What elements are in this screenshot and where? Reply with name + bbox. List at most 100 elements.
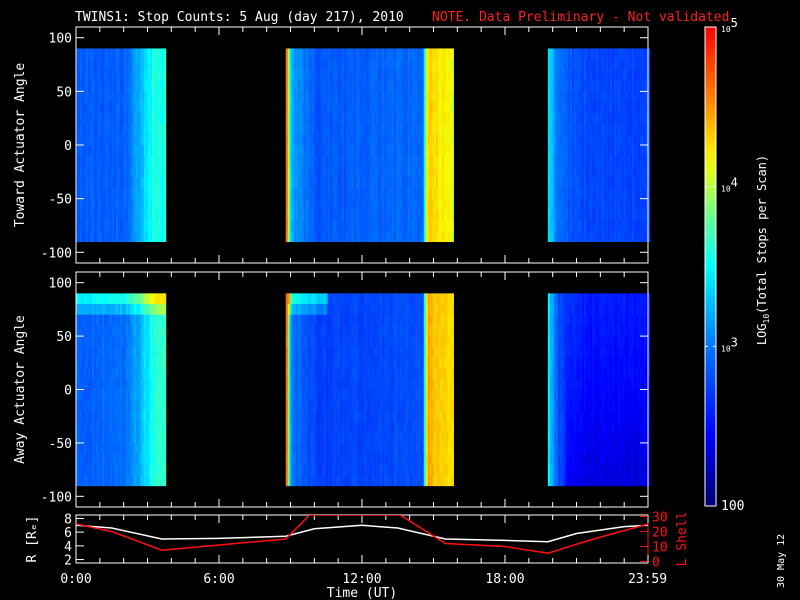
heatmap-cell xyxy=(381,220,384,232)
heatmap-cell xyxy=(297,421,300,433)
heatmap-cell xyxy=(291,134,294,146)
heatmap-cell xyxy=(136,91,139,103)
heatmap-cell xyxy=(605,209,609,221)
heatmap-cell xyxy=(345,442,348,455)
heatmap-cell xyxy=(106,357,109,369)
heatmap-cell xyxy=(359,145,362,157)
heatmap-cell xyxy=(130,134,133,146)
heatmap-cell xyxy=(136,102,139,114)
heatmap-cell xyxy=(287,346,290,358)
heatmap-cell xyxy=(435,134,438,146)
heatmap-cell xyxy=(289,91,292,103)
heatmap-cell xyxy=(108,187,111,200)
heatmap-cell xyxy=(369,80,372,92)
heatmap-cell xyxy=(621,155,625,167)
heatmap-cell xyxy=(90,166,93,178)
heatmap-cell xyxy=(343,368,346,380)
heatmap-cell xyxy=(116,220,119,232)
heatmap-cell xyxy=(299,400,302,412)
heatmap-cell xyxy=(317,336,320,348)
heatmap-cell xyxy=(106,134,109,146)
heatmap-cell xyxy=(315,145,318,157)
heatmap-cell xyxy=(339,400,342,412)
heatmap-cell xyxy=(329,389,332,401)
heatmap-cell xyxy=(114,421,117,433)
heatmap-cell xyxy=(379,453,382,465)
heatmap-cell xyxy=(319,220,322,232)
heatmap-cell xyxy=(401,166,404,178)
heatmap-cell xyxy=(86,346,89,358)
heatmap-cell xyxy=(144,155,147,167)
heatmap-cell xyxy=(104,453,107,465)
heatmap-cell xyxy=(148,378,151,390)
heatmap-cell xyxy=(78,474,81,487)
heatmap-cell xyxy=(369,410,372,423)
heatmap-cell xyxy=(613,112,617,125)
heatmap-cell xyxy=(130,453,133,465)
heatmap-cell xyxy=(321,357,324,369)
heatmap-cell xyxy=(355,410,358,423)
heatmap-cell xyxy=(138,421,141,433)
heatmap-cell xyxy=(381,368,384,380)
heatmap-cell xyxy=(124,123,127,135)
heatmap-cell xyxy=(355,59,358,71)
heatmap-cell xyxy=(629,155,633,167)
heatmap-cell xyxy=(339,474,342,487)
heatmap-cell xyxy=(403,155,406,167)
heatmap-cell xyxy=(80,336,83,348)
heatmap-cell xyxy=(409,91,412,103)
heatmap-cell xyxy=(567,59,571,71)
heatmap-cell xyxy=(122,325,125,337)
heatmap-cell xyxy=(373,187,376,200)
heatmap-cell xyxy=(645,59,649,71)
heatmap-cell xyxy=(295,155,298,167)
heatmap-cell xyxy=(311,293,314,305)
heatmap-cell xyxy=(437,230,440,243)
heatmap-cell xyxy=(92,69,95,82)
heatmap-cell xyxy=(593,166,597,178)
heatmap-cell xyxy=(307,325,310,337)
heatmap-cell xyxy=(311,230,314,243)
heatmap-cell xyxy=(339,453,342,465)
heatmap-cell xyxy=(315,442,318,455)
heatmap-cell xyxy=(429,102,432,114)
heatmap-cell xyxy=(98,410,101,423)
heatmap-cell xyxy=(577,145,581,157)
heatmap-cell xyxy=(299,410,302,423)
heatmap-cell xyxy=(605,123,609,135)
heatmap-cell xyxy=(309,453,312,465)
heatmap-cell xyxy=(114,336,117,348)
heatmap-cell xyxy=(639,166,643,178)
heatmap-cell xyxy=(345,177,348,189)
heatmap-cell xyxy=(291,230,294,243)
heatmap-cell xyxy=(555,69,559,82)
heatmap-cell xyxy=(405,102,408,114)
heatmap-cell xyxy=(122,400,125,412)
heatmap-cell xyxy=(84,123,87,135)
heatmap-cell xyxy=(287,91,290,103)
heatmap-cell xyxy=(146,336,149,348)
heatmap-cell xyxy=(359,314,362,326)
heatmap-cell xyxy=(343,421,346,433)
heatmap-cell xyxy=(144,346,147,358)
heatmap-cell xyxy=(295,400,298,412)
heatmap-cell xyxy=(140,48,143,60)
heatmap-cell xyxy=(142,325,145,337)
heatmap-cell xyxy=(351,293,354,305)
heatmap-cell xyxy=(122,432,125,444)
heatmap-cell xyxy=(449,102,452,114)
heatmap-cell xyxy=(315,432,318,444)
heatmap-cell xyxy=(413,59,416,71)
heatmap-cell xyxy=(309,102,312,114)
heatmap-cell xyxy=(110,209,113,221)
heatmap-cell xyxy=(415,145,418,157)
heatmap-cell xyxy=(160,209,163,221)
heatmap-cell xyxy=(164,145,167,157)
heatmap-cell xyxy=(423,230,426,243)
heatmap-cell xyxy=(307,59,310,71)
heatmap-cell xyxy=(599,134,603,146)
heatmap-cell xyxy=(633,177,637,189)
heatmap-cell xyxy=(303,464,306,476)
heatmap-cell xyxy=(449,134,452,146)
heatmap-cell xyxy=(90,453,93,465)
